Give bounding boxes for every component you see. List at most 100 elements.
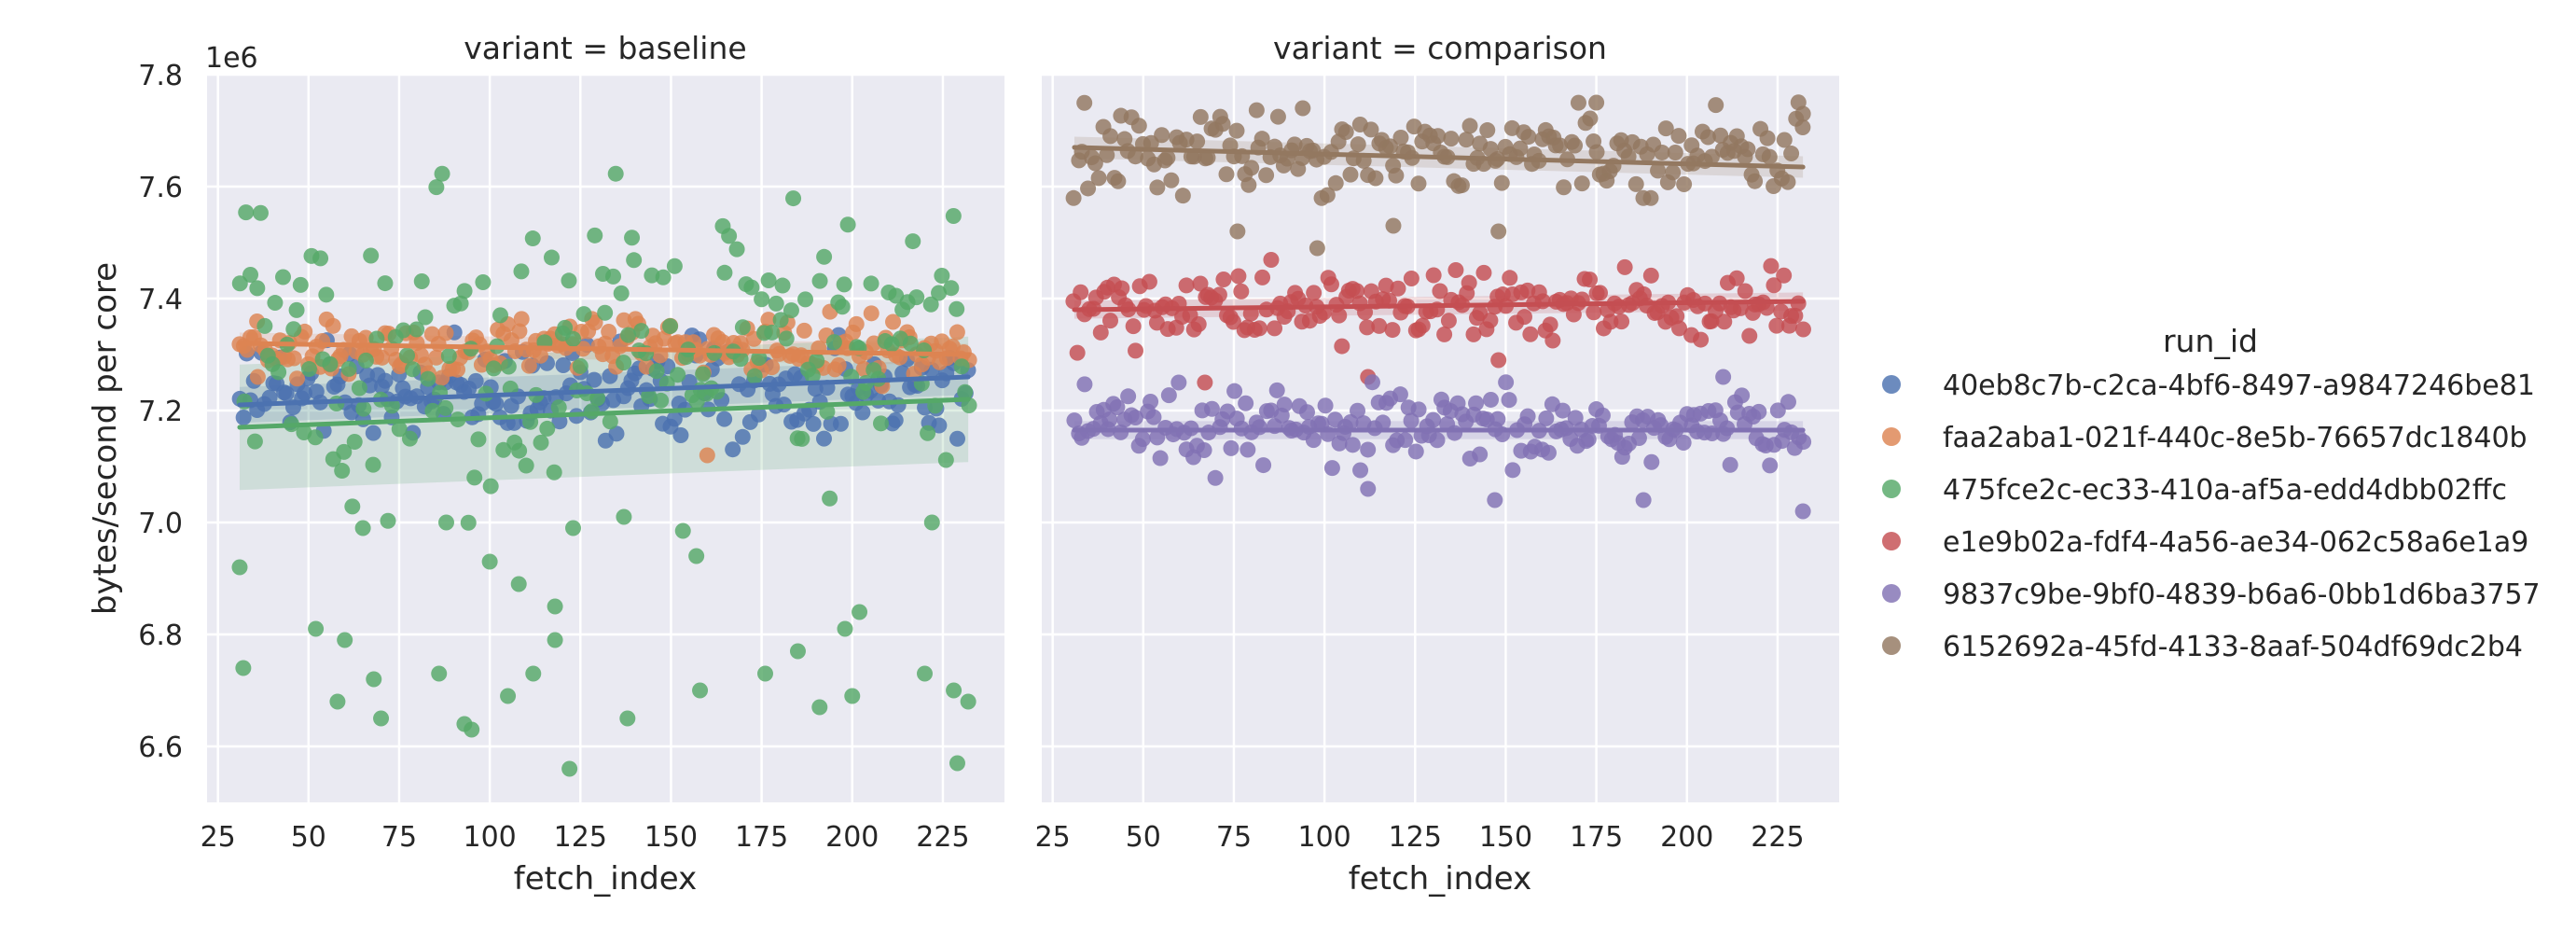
data-point: [656, 270, 672, 285]
data-point: [1447, 262, 1463, 278]
data-point: [1430, 128, 1446, 144]
data-point: [441, 348, 457, 364]
data-point: [1747, 174, 1763, 189]
data-point: [1249, 103, 1265, 118]
data-point-outlier: [1295, 101, 1310, 117]
data-point: [267, 295, 283, 311]
data-point: [796, 323, 812, 339]
x-tick-label: 200: [1660, 821, 1713, 854]
legend-title: run_id: [2163, 323, 2258, 359]
data-point: [1131, 118, 1147, 133]
data-point: [285, 321, 301, 337]
data-point-outlier: [838, 621, 853, 637]
data-point: [1738, 284, 1753, 299]
legend-label: faa2aba1-021f-440c-8e5b-76657dc1840b: [1943, 422, 2528, 454]
x-tick-label: 175: [1570, 821, 1623, 854]
data-point: [561, 272, 576, 288]
data-point: [547, 465, 562, 480]
data-point: [1461, 275, 1477, 291]
data-point: [1468, 396, 1484, 411]
data-point-outlier: [844, 689, 860, 704]
data-point: [1230, 269, 1246, 285]
data-point: [1783, 146, 1799, 161]
data-point: [286, 351, 302, 367]
data-point: [1233, 284, 1249, 299]
legend-label: 9837c9be-9bf0-4839-b6a6-0bb1d6ba3757: [1943, 578, 2541, 611]
data-point: [873, 415, 889, 431]
data-point: [1643, 454, 1659, 470]
data-point-outlier: [949, 756, 965, 772]
data-point: [1385, 322, 1401, 338]
data-point-outlier: [511, 577, 527, 592]
data-point-outlier: [688, 549, 704, 564]
data-point: [1223, 440, 1239, 456]
data-point: [1215, 116, 1231, 132]
data-point: [1145, 410, 1161, 425]
data-point: [1334, 339, 1350, 355]
data-point-outlier: [1795, 504, 1811, 520]
data-point: [1795, 321, 1811, 337]
data-point: [544, 250, 560, 266]
data-point: [513, 263, 529, 279]
data-point: [1642, 190, 1658, 206]
data-point: [943, 280, 959, 296]
data-point: [826, 334, 842, 350]
data-point: [785, 190, 801, 206]
data-point: [1161, 387, 1177, 403]
data-point: [435, 166, 450, 182]
facet-title-comparison: variant = comparison: [1273, 30, 1607, 66]
data-point: [1436, 327, 1452, 342]
data-point: [437, 325, 453, 341]
data-point: [1388, 168, 1404, 184]
data-point: [1102, 128, 1118, 144]
data-point-outlier: [924, 515, 940, 531]
x-tick-label: 225: [916, 821, 969, 854]
data-point: [1331, 308, 1347, 324]
legend-label: e1e9b02a-fdf4-4a56-ae34-062c58a6e1a9: [1943, 526, 2528, 559]
data-point: [347, 434, 363, 450]
data-point-outlier: [337, 633, 353, 648]
data-point: [1520, 409, 1536, 425]
data-point: [597, 305, 613, 321]
data-point: [1153, 451, 1169, 466]
data-point: [1189, 133, 1205, 149]
x-tick-label: 175: [735, 821, 788, 854]
data-point-outlier: [500, 689, 516, 704]
data-point: [1070, 345, 1086, 361]
data-point: [735, 319, 751, 335]
data-point: [1252, 419, 1267, 435]
data-point-outlier: [1197, 375, 1212, 391]
data-point: [1617, 259, 1633, 275]
data-point: [381, 513, 396, 529]
data-point: [1520, 129, 1536, 145]
data-point-outlier: [946, 683, 962, 699]
data-point-outlier: [438, 515, 454, 531]
data-point: [1498, 374, 1514, 390]
data-point: [716, 411, 732, 427]
x-tick-labels-comparison: 25 50 75 100 125 150 175 200 225: [1035, 821, 1805, 854]
data-point: [1751, 404, 1766, 420]
data-point: [864, 305, 879, 321]
y-tick-label: 6.6: [138, 731, 183, 764]
data-point: [576, 306, 592, 322]
data-point: [1360, 441, 1376, 457]
data-point: [1114, 281, 1129, 297]
data-point: [1175, 188, 1191, 203]
data-point: [1258, 167, 1274, 183]
data-point-outlier: [790, 644, 806, 660]
data-point: [289, 302, 305, 318]
x-tick-label: 150: [1479, 821, 1532, 854]
data-point: [1762, 149, 1778, 165]
data-point: [764, 359, 780, 375]
data-point: [1208, 470, 1224, 486]
data-point: [1544, 332, 1560, 348]
data-point: [1643, 268, 1659, 284]
data-point: [1126, 318, 1142, 334]
data-point: [1760, 131, 1776, 146]
legend-marker: [1882, 375, 1901, 394]
data-point: [1318, 397, 1334, 413]
data-point: [1776, 268, 1792, 284]
data-point: [1076, 95, 1092, 111]
data-point: [501, 358, 517, 374]
data-point: [1454, 177, 1470, 193]
